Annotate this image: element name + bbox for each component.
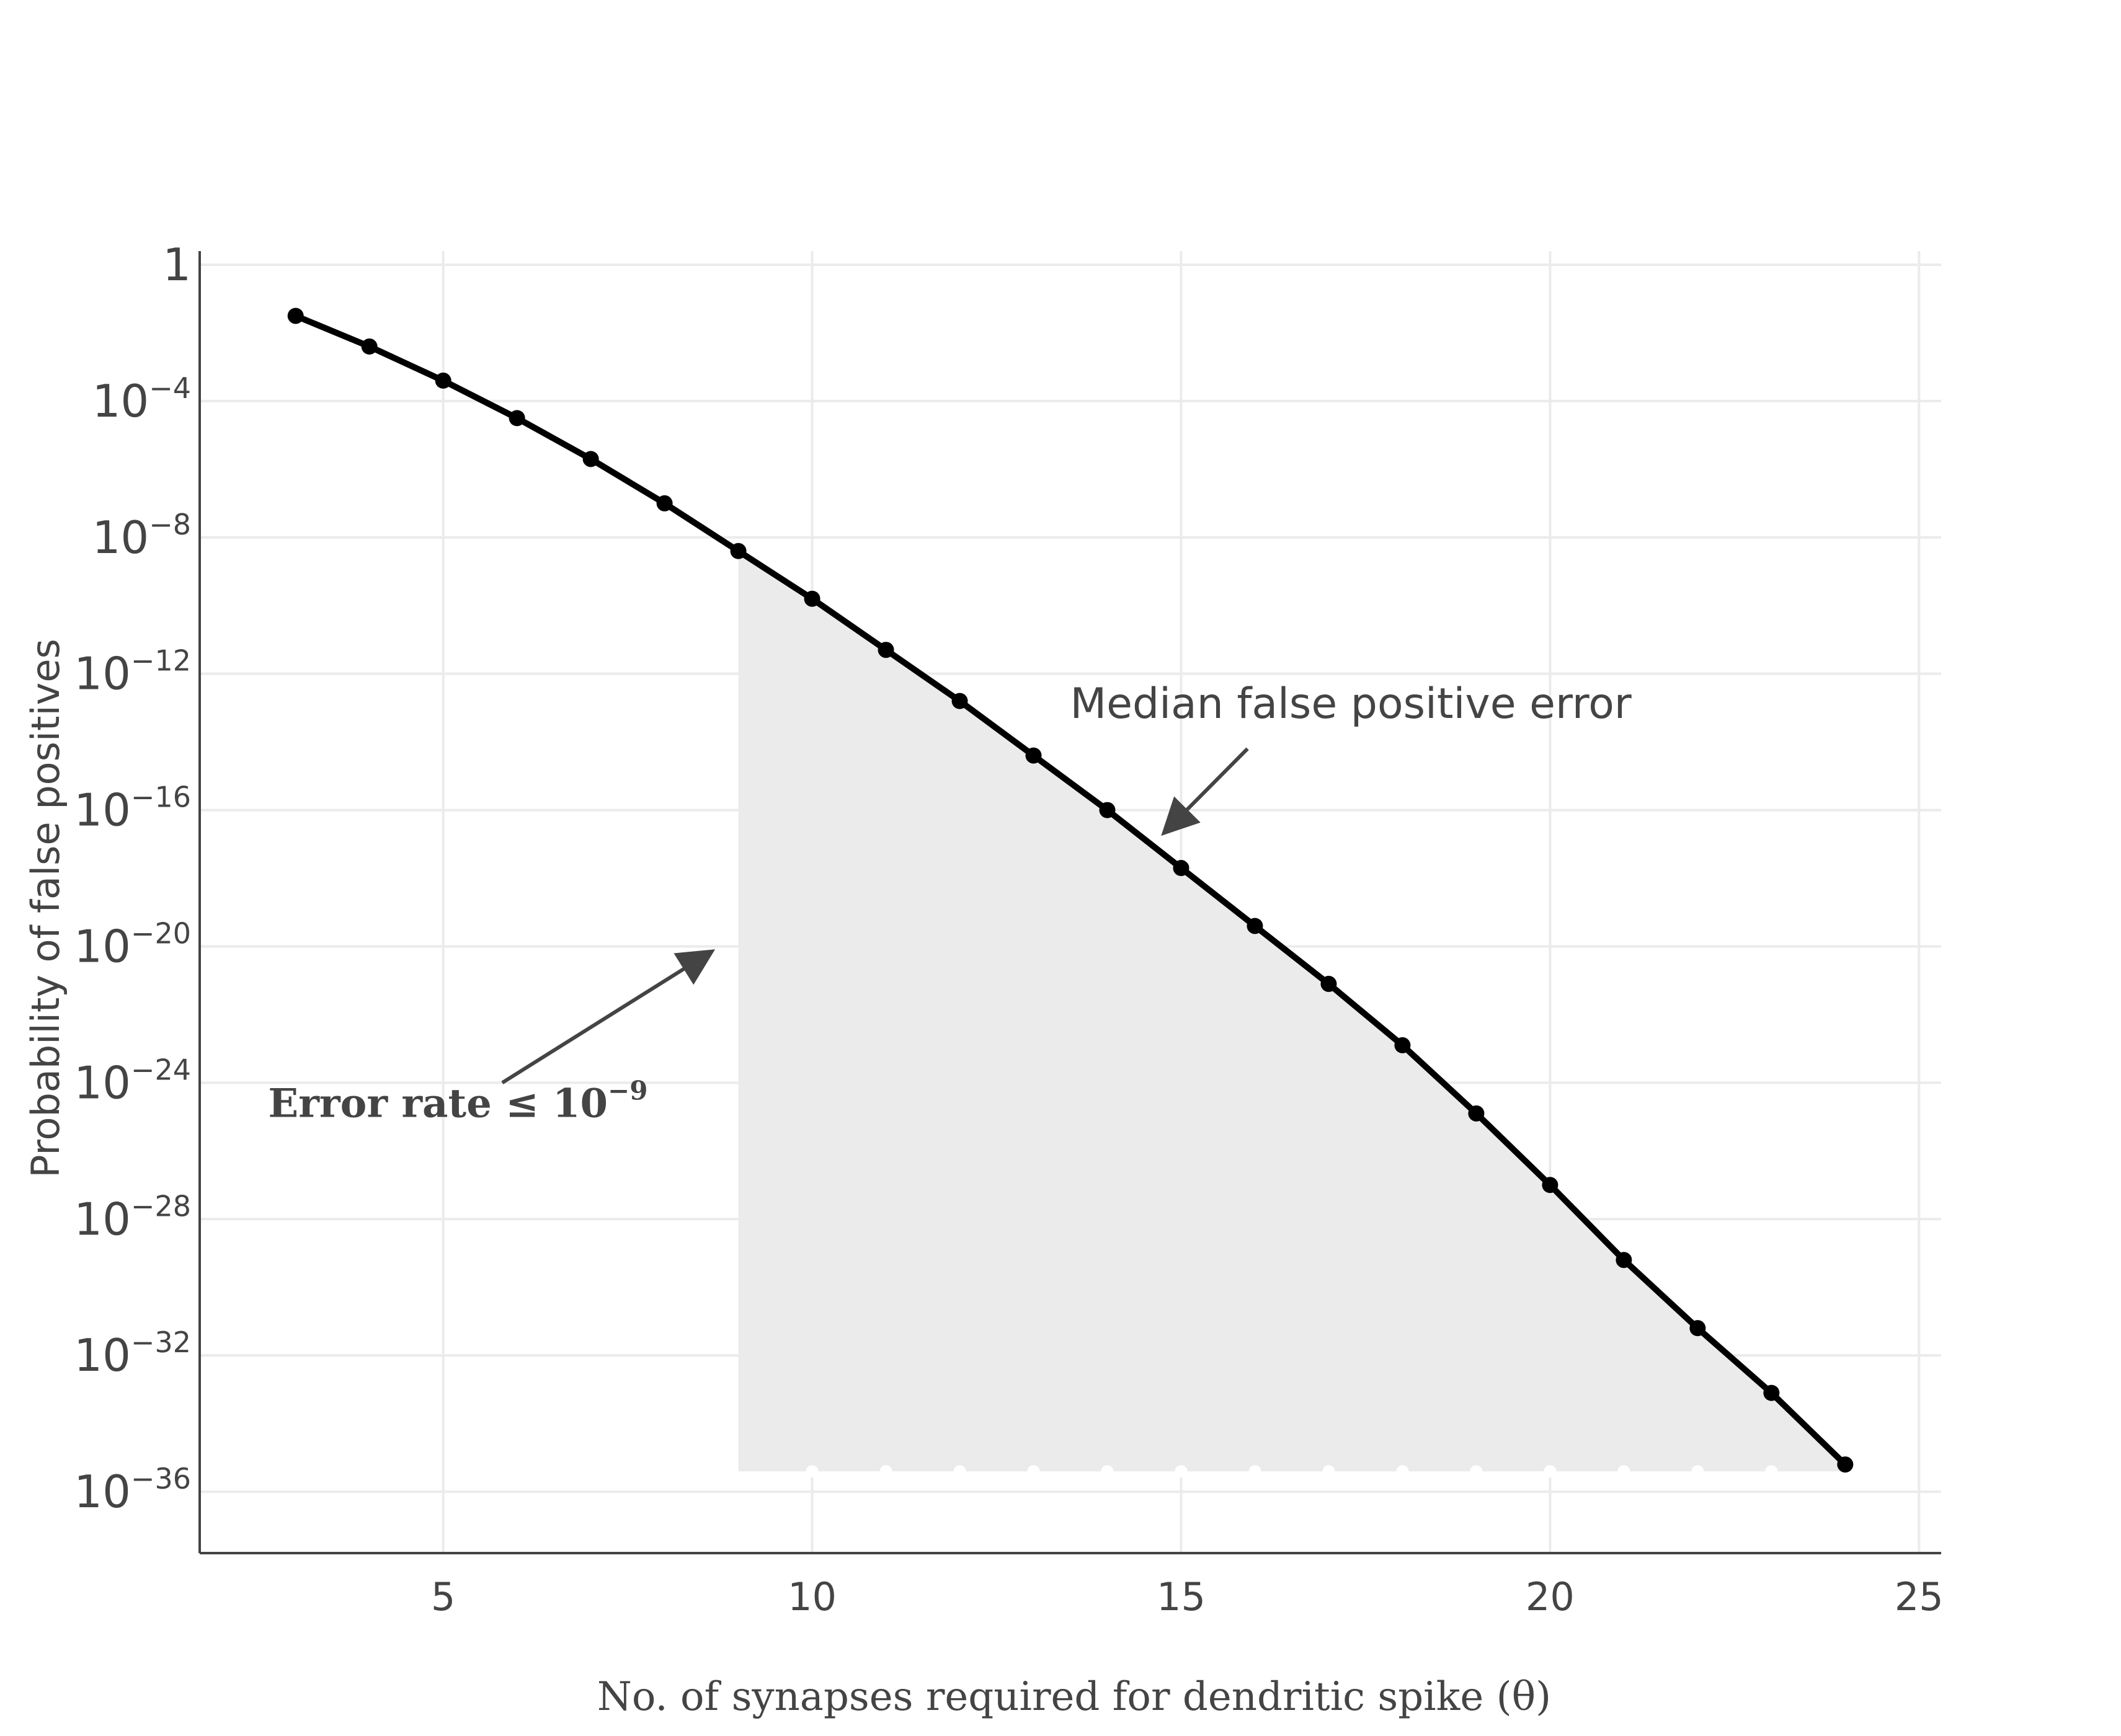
lower-bound-point xyxy=(1765,1465,1778,1478)
y-tick-label: 10−16 xyxy=(74,781,191,836)
data-point xyxy=(287,308,304,324)
series xyxy=(287,308,1854,1473)
data-point xyxy=(1394,1037,1411,1053)
x-tick-label: 5 xyxy=(431,1574,455,1619)
x-tick-label: 20 xyxy=(1526,1574,1575,1619)
data-point xyxy=(509,410,525,427)
shaded-area xyxy=(738,551,1846,1472)
lower-bound-point xyxy=(1396,1465,1409,1478)
annotation-error-rate-label: Error rate ≤ 10−9 xyxy=(268,1075,647,1127)
data-point xyxy=(1616,1252,1632,1269)
data-point xyxy=(951,693,968,709)
lower-bound-point xyxy=(1248,1465,1261,1478)
data-point xyxy=(878,642,894,658)
annotations: Median false positive error Error rate ≤ … xyxy=(268,680,1631,1127)
y-tick-label: 10−8 xyxy=(92,508,191,564)
data-point xyxy=(1099,802,1116,818)
lower-bound-point xyxy=(1175,1465,1188,1478)
y-tick-label: 10−20 xyxy=(74,916,191,972)
data-point xyxy=(1247,918,1263,934)
data-point xyxy=(1468,1105,1485,1122)
lower-bound-point xyxy=(1544,1465,1557,1478)
data-point xyxy=(1542,1177,1559,1194)
x-tick-label: 10 xyxy=(788,1574,837,1619)
tick-labels: 5 10 15 20 25 1 10−4 10−8 10−12 10−16 10−20 10−24 10… xyxy=(74,239,1943,1619)
lower-bound-point xyxy=(1470,1465,1483,1478)
y-tick-label: 10−28 xyxy=(74,1189,191,1245)
y-tick-label: 10−12 xyxy=(74,644,191,700)
x-axis-title: No. of synapses required for dendritic s… xyxy=(597,1674,1551,1720)
annotation-median-arrow xyxy=(1161,747,1249,836)
shaded-region xyxy=(738,551,1852,1478)
y-tick-label: 10−24 xyxy=(74,1053,191,1109)
y-tick-label: 10−36 xyxy=(74,1462,191,1518)
axes xyxy=(198,251,1941,1554)
data-point xyxy=(361,338,378,355)
data-point xyxy=(656,495,673,512)
data-point xyxy=(1689,1320,1706,1337)
lower-bound-point xyxy=(1101,1465,1114,1478)
series-line xyxy=(294,312,1848,1467)
y-tick-label: 10−4 xyxy=(92,371,191,427)
lower-bound-point xyxy=(1617,1465,1630,1478)
data-point xyxy=(1025,747,1042,764)
lower-bound-point xyxy=(879,1465,892,1478)
data-point xyxy=(1173,860,1189,877)
lower-bound-point xyxy=(1322,1465,1335,1478)
data-point xyxy=(582,451,599,467)
y-tick-label: 10−32 xyxy=(74,1326,191,1381)
lower-bound-point xyxy=(806,1465,819,1478)
data-point xyxy=(435,372,451,389)
data-point xyxy=(1763,1384,1780,1401)
annotation-median-label: Median false positive error xyxy=(1070,680,1631,728)
annotation-error-rate-arrow xyxy=(501,949,716,1084)
y-axis-title: Probability of false positives xyxy=(23,639,68,1178)
data-point xyxy=(1837,1456,1854,1473)
lower-bound-point xyxy=(1027,1465,1040,1478)
data-point xyxy=(804,590,820,607)
x-tick-label: 15 xyxy=(1157,1574,1206,1619)
data-point xyxy=(730,542,747,559)
x-tick-label: 25 xyxy=(1895,1574,1944,1619)
lower-bound-point xyxy=(1691,1465,1704,1478)
y-tick-label: 1 xyxy=(162,239,191,291)
data-point xyxy=(1320,975,1337,992)
lower-bound-point xyxy=(953,1465,966,1478)
